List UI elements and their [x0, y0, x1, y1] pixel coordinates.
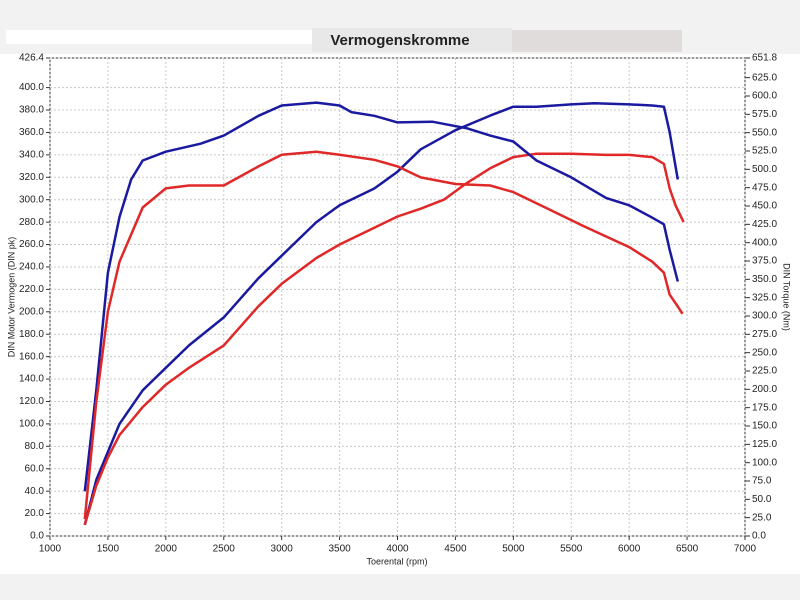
- line-series: [83, 152, 685, 526]
- y2-tick-label: 625.0: [752, 72, 777, 83]
- y2-tick-label: 25.0: [752, 512, 772, 523]
- y2-tick-label: 75.0: [752, 476, 772, 487]
- y-tick-label: 160.0: [19, 351, 44, 362]
- y2-axis-label: DIN Torque (Nm): [782, 263, 792, 331]
- y2-tick-label: 475.0: [752, 182, 777, 193]
- y2-tick-label: 275.0: [752, 329, 777, 340]
- y-tick-label: 200.0: [19, 306, 44, 317]
- y2-tick-label: 500.0: [752, 164, 777, 175]
- y2-tick-label: 575.0: [752, 109, 777, 120]
- y2-tick-label: 550.0: [752, 127, 777, 138]
- x-tick-label: 4500: [444, 544, 467, 555]
- y2-tick-label: 100.0: [752, 457, 777, 468]
- line-series: [83, 101, 680, 492]
- header-box: [312, 28, 512, 52]
- x-tick-label: 2000: [155, 544, 178, 555]
- y2-tick-label: 175.0: [752, 402, 777, 413]
- y-tick-label: 320.0: [19, 172, 44, 183]
- y2-tick-label: 400.0: [752, 237, 777, 248]
- x-tick-label: 2500: [213, 544, 236, 555]
- y2-tick-label: 450.0: [752, 201, 777, 212]
- y2-tick-label: 375.0: [752, 256, 777, 267]
- y-tick-label: 120.0: [19, 396, 44, 407]
- x-tick-label: 1000: [39, 544, 62, 555]
- x-tick-label: 5500: [560, 544, 583, 555]
- x-tick-label: 4000: [386, 544, 409, 555]
- plot-panel: [0, 54, 800, 574]
- y-tick-label: 300.0: [19, 194, 44, 205]
- y-tick-label: 180.0: [19, 329, 44, 340]
- y2-tick-label: 200.0: [752, 384, 777, 395]
- y2-tick-label: 350.0: [752, 274, 777, 285]
- y-tick-label: 40.0: [25, 486, 45, 497]
- y-tick-label: 140.0: [19, 374, 44, 385]
- x-axis-label: Toerental (rpm): [366, 556, 427, 566]
- y-tick-label: 426.4: [19, 53, 44, 64]
- x-tick-label: 3000: [271, 544, 294, 555]
- y2-tick-label: 300.0: [752, 311, 777, 322]
- y2-tick-label: 525.0: [752, 146, 777, 157]
- chart-title: Vermogenskromme: [330, 32, 469, 49]
- y-tick-label: 280.0: [19, 217, 44, 228]
- y-axis-label: DIN Motor Vermogen (DIN pk): [6, 237, 16, 358]
- y-tick-label: 400.0: [19, 82, 44, 93]
- y-tick-label: 340.0: [19, 149, 44, 160]
- x-tick-label: 6000: [618, 544, 641, 555]
- y-tick-label: 60.0: [25, 463, 45, 474]
- y-tick-label: 80.0: [25, 441, 45, 452]
- y2-tick-label: 250.0: [752, 347, 777, 358]
- y2-tick-label: 651.8: [752, 53, 777, 64]
- x-tick-label: 1500: [97, 544, 120, 555]
- y2-tick-label: 50.0: [752, 494, 772, 505]
- header-box: [512, 30, 682, 52]
- x-tick-label: 7000: [734, 544, 757, 555]
- header-box: [6, 30, 312, 44]
- y-tick-label: 380.0: [19, 105, 44, 116]
- y2-tick-label: 0.0: [752, 531, 766, 542]
- x-tick-label: 3500: [328, 544, 351, 555]
- y-tick-label: 360.0: [19, 127, 44, 138]
- y-tick-label: 20.0: [25, 508, 45, 519]
- y2-tick-label: 325.0: [752, 292, 777, 303]
- x-tick-label: 5000: [502, 544, 525, 555]
- y-tick-label: 100.0: [19, 419, 44, 430]
- line-series: [83, 102, 680, 526]
- y-tick-label: 0.0: [30, 531, 44, 542]
- y2-tick-label: 150.0: [752, 421, 777, 432]
- y-tick-label: 240.0: [19, 262, 44, 273]
- y-tick-label: 260.0: [19, 239, 44, 250]
- y2-tick-label: 425.0: [752, 219, 777, 230]
- x-tick-label: 6500: [676, 544, 699, 555]
- y2-tick-label: 225.0: [752, 366, 777, 377]
- y2-tick-label: 600.0: [752, 91, 777, 102]
- line-series: [83, 150, 684, 520]
- y2-tick-label: 125.0: [752, 439, 777, 450]
- y-tick-label: 220.0: [19, 284, 44, 295]
